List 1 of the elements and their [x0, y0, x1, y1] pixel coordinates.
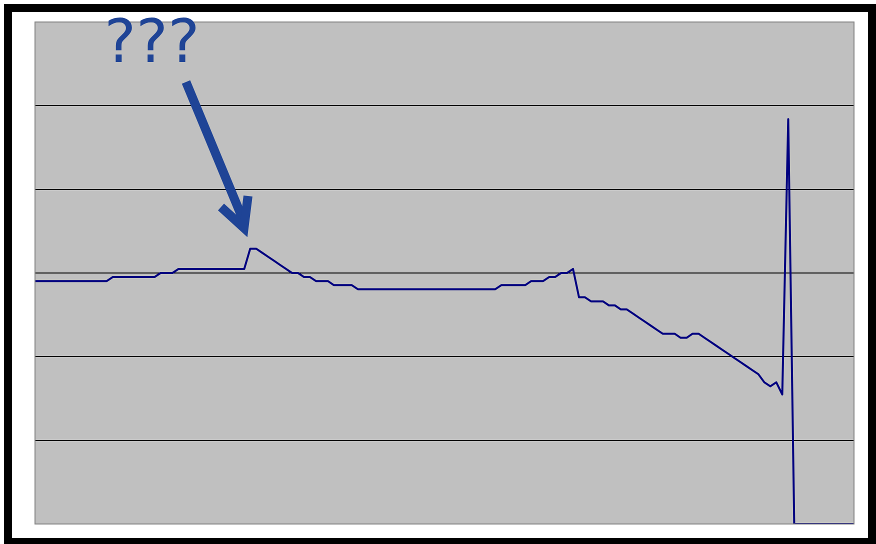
- text: ???: [104, 7, 200, 77]
